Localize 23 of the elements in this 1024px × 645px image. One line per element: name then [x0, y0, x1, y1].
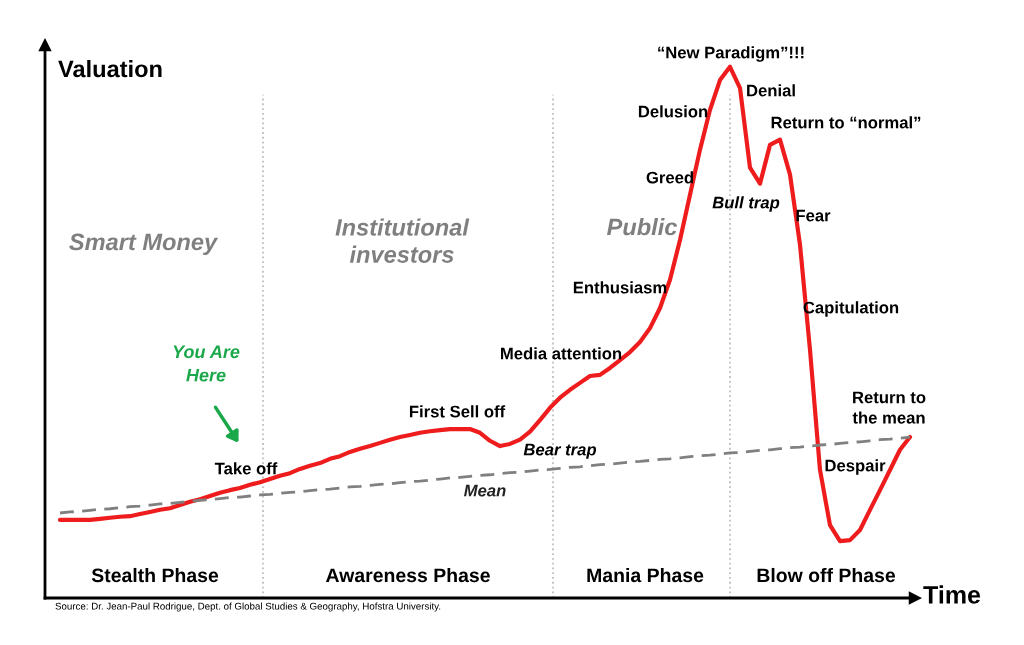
annotation: Take off — [214, 462, 278, 475]
annotation: Delusion — [638, 105, 708, 118]
annotation: Bear trap — [523, 443, 597, 459]
annotation: First Sell off — [409, 405, 506, 418]
annotation: Media attention — [501, 347, 622, 360]
annotation: Smart Money — [69, 233, 219, 255]
annotation: Institutional investors — [335, 218, 470, 263]
annotation: You Are Here — [173, 345, 240, 382]
annotation: Public — [607, 218, 678, 236]
annotation: Bull trap — [712, 196, 780, 212]
series-label: Mean — [463, 484, 506, 497]
annotation: Despair — [825, 459, 886, 475]
annotation: Denial — [747, 84, 795, 97]
x-axis-title: Time — [923, 585, 981, 604]
annotation: Stealth Phase — [91, 567, 219, 583]
annotation: Return to “normal” — [771, 116, 921, 129]
annotation: Awareness Phase — [325, 567, 490, 583]
source-note: Source: Dr. Jean-Paul Rodrigue, Dept. of Global Studies & Geography, Hofstra University. — [55, 602, 441, 612]
annotation: Mania Phase — [587, 567, 704, 583]
annotation: Return to the mean — [852, 391, 926, 424]
text: “New Paradigm”!!! — [658, 46, 804, 62]
y-axis-title: Valuation — [58, 60, 162, 78]
annotation: Blow off Phase — [757, 567, 896, 583]
